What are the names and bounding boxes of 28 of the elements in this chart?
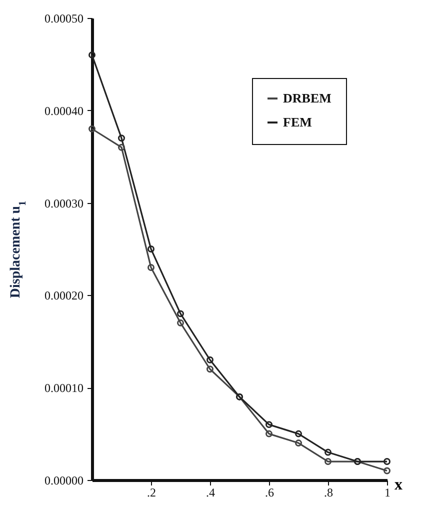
legend-label: FEM [283, 114, 312, 130]
point [324, 448, 332, 456]
point [295, 440, 302, 447]
point [177, 319, 184, 326]
point [324, 458, 332, 466]
y-tick-label: 0.00000 [44, 474, 84, 488]
point [295, 430, 302, 438]
y-tick-label: 0.00050 [44, 12, 84, 26]
point [148, 246, 154, 252]
point [148, 264, 154, 271]
x-tick-label: .2 [147, 486, 156, 500]
x-tick-label: .6 [265, 486, 274, 500]
x-axis-title: x [394, 476, 402, 494]
point [118, 144, 125, 151]
x-tick-label: .4 [206, 486, 215, 500]
point [206, 366, 214, 373]
point [177, 310, 184, 318]
y-tick-label: 0.00040 [44, 104, 84, 118]
legend-label: DRBEM [283, 90, 332, 106]
point [266, 421, 272, 428]
y-tick-label: 0.00020 [44, 288, 84, 303]
point [206, 356, 214, 364]
y-tick-label: 0.00030 [44, 196, 84, 210]
point [266, 430, 272, 438]
point [118, 134, 125, 142]
x-tick-label: .8 [324, 486, 333, 500]
x-tick-label: 1 [384, 486, 390, 500]
y-tick-label: 0.00010 [44, 381, 84, 396]
